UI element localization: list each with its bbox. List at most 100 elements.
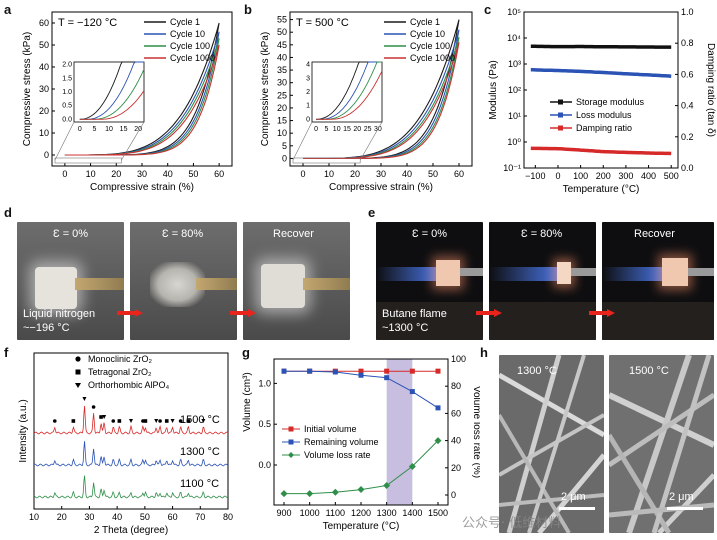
y-axis-label: Compressive stress (kPa)	[260, 32, 271, 146]
sem-1300-label: 1300 °C	[517, 365, 557, 377]
x-tick-label: −100	[525, 171, 545, 181]
y-tick-label: 10	[277, 128, 287, 138]
trace-label: 1500 °C	[180, 414, 220, 426]
blue-flame	[602, 267, 662, 281]
peak-marker	[82, 397, 87, 401]
x-tick-label: 900	[276, 508, 291, 518]
inset-y-tick-label: 1	[306, 103, 310, 110]
inset-y-tick-label: 0.5	[62, 103, 72, 110]
x-tick-label: 1500	[428, 508, 448, 518]
photo-e-2-label: Ɛ = 80%	[521, 228, 563, 240]
data-point	[384, 368, 390, 374]
inset-loop	[316, 61, 382, 120]
legend-label: Tetragonal ZrO₂	[88, 367, 152, 377]
glowing-sample	[557, 262, 571, 284]
peak-marker	[102, 415, 107, 419]
photo-d-1-label: Ɛ = 0%	[53, 228, 89, 240]
caption-e-line1: Butane flame	[382, 308, 447, 320]
x-tick-label: 500	[664, 171, 679, 181]
loop-cycle-1000	[303, 42, 460, 159]
x-axis-label: Compressive strain (%)	[90, 182, 194, 193]
photo-e-1-label: Ɛ = 0%	[412, 228, 448, 240]
legend-marker	[75, 356, 81, 362]
legend-label: Monoclinic ZrO₂	[88, 354, 153, 364]
y-tick-label: 40	[277, 52, 287, 62]
peak-marker	[170, 419, 175, 423]
sem-fibers-1300	[499, 355, 604, 533]
x-tick-label: 20	[57, 512, 67, 522]
y2-tick-label: 40	[451, 436, 461, 446]
data-point	[358, 372, 364, 378]
photo-d-2: Ɛ = 80%	[130, 222, 237, 340]
inset-loop	[316, 70, 383, 120]
y-tick-label: 50	[39, 40, 49, 50]
y2-tick-label: 0.4	[681, 101, 694, 111]
legend-marker	[288, 426, 294, 432]
data-point	[409, 368, 415, 374]
data-point	[331, 488, 339, 496]
x-tick-label: 70	[195, 512, 205, 522]
panel-label-d: d	[4, 205, 12, 220]
y2-tick-label: 0	[451, 490, 456, 500]
panel-label-f: f	[4, 345, 9, 360]
plot-frame	[33, 352, 229, 510]
y-tick-label: 45	[277, 40, 287, 50]
chart-b-stress-strain: 0 10 20 30 40 50 600510152025303540455055Compr…	[260, 11, 473, 193]
x-tick-label: 300	[618, 171, 633, 181]
data-point	[435, 368, 441, 374]
shaded-region	[386, 359, 413, 505]
y-tick-label: 0	[44, 150, 49, 160]
caption-d-line2: ~−196 °C	[23, 322, 70, 334]
xrd-trace	[33, 405, 229, 435]
panel-label-g: g	[242, 345, 250, 360]
x-tick-label: 0	[62, 169, 67, 179]
legend-marker	[288, 452, 294, 458]
x-tick-label: 30	[376, 169, 386, 179]
y-tick-label: 20	[39, 106, 49, 116]
peak-marker	[143, 419, 148, 423]
legend-label: Cycle 1	[410, 17, 440, 27]
legend-marker	[75, 369, 81, 375]
panel-label-b: b	[244, 2, 252, 17]
peak-marker	[201, 419, 206, 423]
x-tick-label: 1300	[377, 508, 397, 518]
data-point	[409, 389, 415, 395]
data-point	[434, 437, 442, 445]
inset-x-tick-label: 5	[324, 126, 328, 133]
panel-label-a: a	[4, 2, 12, 17]
peak-marker	[111, 419, 116, 423]
x-axis-label: Compressive strain (%)	[329, 182, 433, 193]
x-tick-label: 0	[300, 169, 305, 179]
inset-loop	[79, 90, 145, 120]
data-point	[332, 369, 338, 375]
x-tick-label: 60	[214, 169, 224, 179]
x-tick-label: 200	[596, 171, 611, 181]
y-tick-label: 10³	[508, 59, 521, 69]
trace-label: 1100 °C	[180, 478, 219, 490]
panel-label-c: c	[484, 2, 492, 17]
sem-image-1300: 1300 °C 2 μm	[499, 355, 604, 533]
inset-x-tick-label: 5	[92, 126, 96, 133]
x-tick-label: 60	[454, 169, 464, 179]
legend-marker	[75, 383, 81, 388]
y-tick-label: 5	[282, 141, 287, 151]
sem-image-1500: 1500 °C 2 μm	[609, 355, 714, 533]
y2-tick-label: 80	[451, 381, 461, 391]
peak-marker	[99, 415, 103, 419]
x-tick-label: 400	[641, 171, 656, 181]
y2-tick-label: 20	[451, 463, 461, 473]
arrow-d-1	[117, 304, 143, 317]
x-tick-label: 10	[29, 512, 39, 522]
chart-f-xrd: 10 20 30 40 50 60 70 80 2 Theta (degree) Intensit…	[18, 352, 233, 536]
y-tick-label: 10	[39, 128, 49, 138]
stage	[602, 302, 714, 340]
legend-label: Cycle 1	[170, 17, 200, 27]
photo-e-3: Recover	[602, 222, 714, 340]
data-point	[281, 368, 287, 374]
inset-x-tick-label: 0	[314, 126, 318, 133]
legend-label: Cycle 10	[170, 29, 205, 39]
inset-y-tick-label: 0.0	[62, 116, 72, 123]
data-point	[383, 481, 391, 489]
